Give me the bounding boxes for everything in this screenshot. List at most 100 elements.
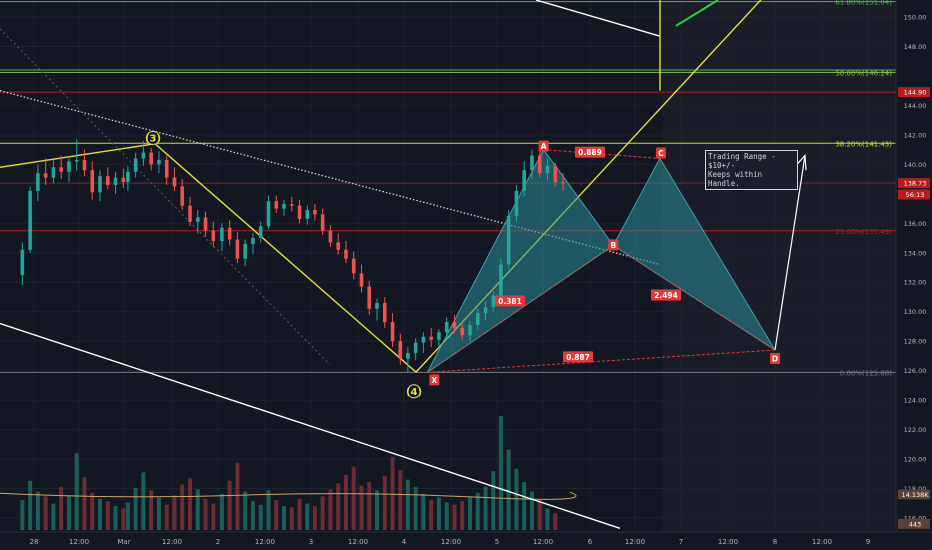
ratio-label-bd-bg	[651, 289, 681, 301]
candle-body	[36, 173, 40, 191]
volume-bar	[351, 466, 356, 530]
candle-body	[195, 217, 200, 222]
price-tick-label: 132.00	[904, 279, 927, 287]
candle-body	[530, 155, 534, 171]
point-label-d-bg	[770, 353, 780, 365]
candle-body	[67, 161, 71, 172]
price-tick-label: 118.00	[904, 485, 927, 493]
volume-bar	[444, 502, 449, 530]
candle-body	[514, 190, 519, 216]
candle-body	[398, 341, 403, 359]
harmonic-pattern[interactable]	[426, 148, 776, 373]
time-tick-label: 5	[495, 538, 499, 546]
candle-body	[313, 210, 317, 215]
fib-level-label: 0.00%(125.88)	[840, 369, 892, 377]
volume-bar	[405, 479, 410, 530]
volume-bar	[413, 486, 418, 530]
price-badge-bg	[898, 489, 930, 500]
volume-bar	[312, 506, 317, 530]
projection-arrow	[774, 155, 806, 351]
candle-body	[172, 177, 177, 187]
price-tick-label: 150.00	[904, 14, 927, 22]
elliott-label-4: (4)	[406, 387, 422, 398]
candle-body	[113, 177, 118, 185]
candle-body	[180, 186, 185, 206]
volume-bar	[149, 490, 154, 530]
price-tick-label: 148.00	[904, 43, 927, 51]
ratio-label-xb-bg	[575, 146, 605, 158]
candle-body	[444, 322, 449, 333]
volume-bar	[203, 498, 208, 530]
price-tick-label: 144.00	[904, 102, 927, 110]
elliott-label-4-ring	[407, 384, 421, 399]
note-line-1: Trading Range - $10+/-	[708, 152, 776, 170]
volume-bar	[289, 507, 294, 530]
volume-bar	[328, 489, 333, 530]
candle-body	[382, 302, 387, 323]
volume-bar	[343, 474, 348, 530]
volume-bar	[522, 482, 527, 530]
ratio-line-xd	[427, 349, 776, 373]
price-tick-label: 140.00	[904, 161, 927, 169]
volume-bar	[553, 513, 558, 530]
elliott-label-3: (3)	[145, 133, 161, 144]
ratio-label-bd: 2.494	[654, 291, 678, 300]
projection-arrow-head	[796, 154, 807, 171]
candle-body	[227, 227, 232, 240]
trading-range-note[interactable]: Trading Range - $10+/- Keeps within Hand…	[705, 150, 798, 190]
price-axis-background	[896, 0, 932, 532]
ratio-label-xb: 0.889	[578, 148, 602, 157]
volume-bar	[375, 490, 380, 530]
candle-body	[328, 230, 333, 243]
price-badge: 144.90	[904, 89, 927, 97]
volume-bar	[28, 480, 33, 530]
volume-bar	[436, 497, 441, 530]
volume-bar	[188, 478, 193, 530]
candle-body	[258, 226, 263, 239]
candle-body	[105, 176, 110, 185]
price-tick-label: 128.00	[904, 338, 927, 346]
candle-body	[188, 205, 192, 222]
point-label-b-bg	[608, 239, 619, 251]
green-arrow-line	[675, 0, 719, 27]
time-tick-label: 12:00	[625, 538, 645, 546]
candle-body	[367, 286, 372, 309]
candle-body	[82, 159, 87, 171]
volume-ma-line	[0, 491, 577, 500]
volume-bar	[141, 472, 146, 530]
time-tick-label: 12:00	[162, 538, 182, 546]
ratio-line-ac	[543, 149, 660, 159]
candle-body	[20, 249, 25, 275]
candle-body	[375, 302, 379, 309]
time-tick-label: Mar	[117, 538, 130, 546]
time-tick-label: 12:00	[812, 538, 832, 546]
point-label-x-bg	[429, 374, 440, 386]
volume-bar	[537, 498, 542, 530]
candle-body	[98, 176, 102, 193]
volume-bar	[243, 491, 248, 530]
time-tick-label: 3	[309, 538, 313, 546]
candle-body	[468, 324, 472, 336]
price-tick-label: 134.00	[904, 249, 927, 257]
volume-bar	[235, 462, 240, 530]
price-tick-label: 124.00	[904, 397, 927, 405]
price-tick-label: 120.00	[904, 456, 927, 464]
volume-bar	[390, 456, 395, 530]
candle-body	[211, 230, 216, 241]
channel-upper-line	[535, 0, 661, 37]
price-axis[interactable]: 150.00 148.00 144.00 142.00 140.00 136.00 134.…	[895, 0, 932, 532]
volume-bar	[98, 498, 103, 530]
volume-bar	[74, 453, 79, 530]
volume-bar	[250, 501, 255, 530]
volume-bar	[43, 496, 48, 530]
candle-body	[266, 201, 271, 227]
drawing-overlays	[774, 154, 807, 351]
price-badge: 138.73	[904, 180, 927, 188]
candle-body	[133, 158, 138, 172]
time-axis[interactable]: 28 12:00 Mar 12:00 2 12:00 3 12:00 4 12:00 5 12:00 6…	[0, 531, 932, 550]
candle-body	[305, 210, 310, 219]
volume-bar	[468, 496, 473, 530]
volume-bar	[491, 471, 496, 530]
volume-bar	[475, 492, 480, 530]
